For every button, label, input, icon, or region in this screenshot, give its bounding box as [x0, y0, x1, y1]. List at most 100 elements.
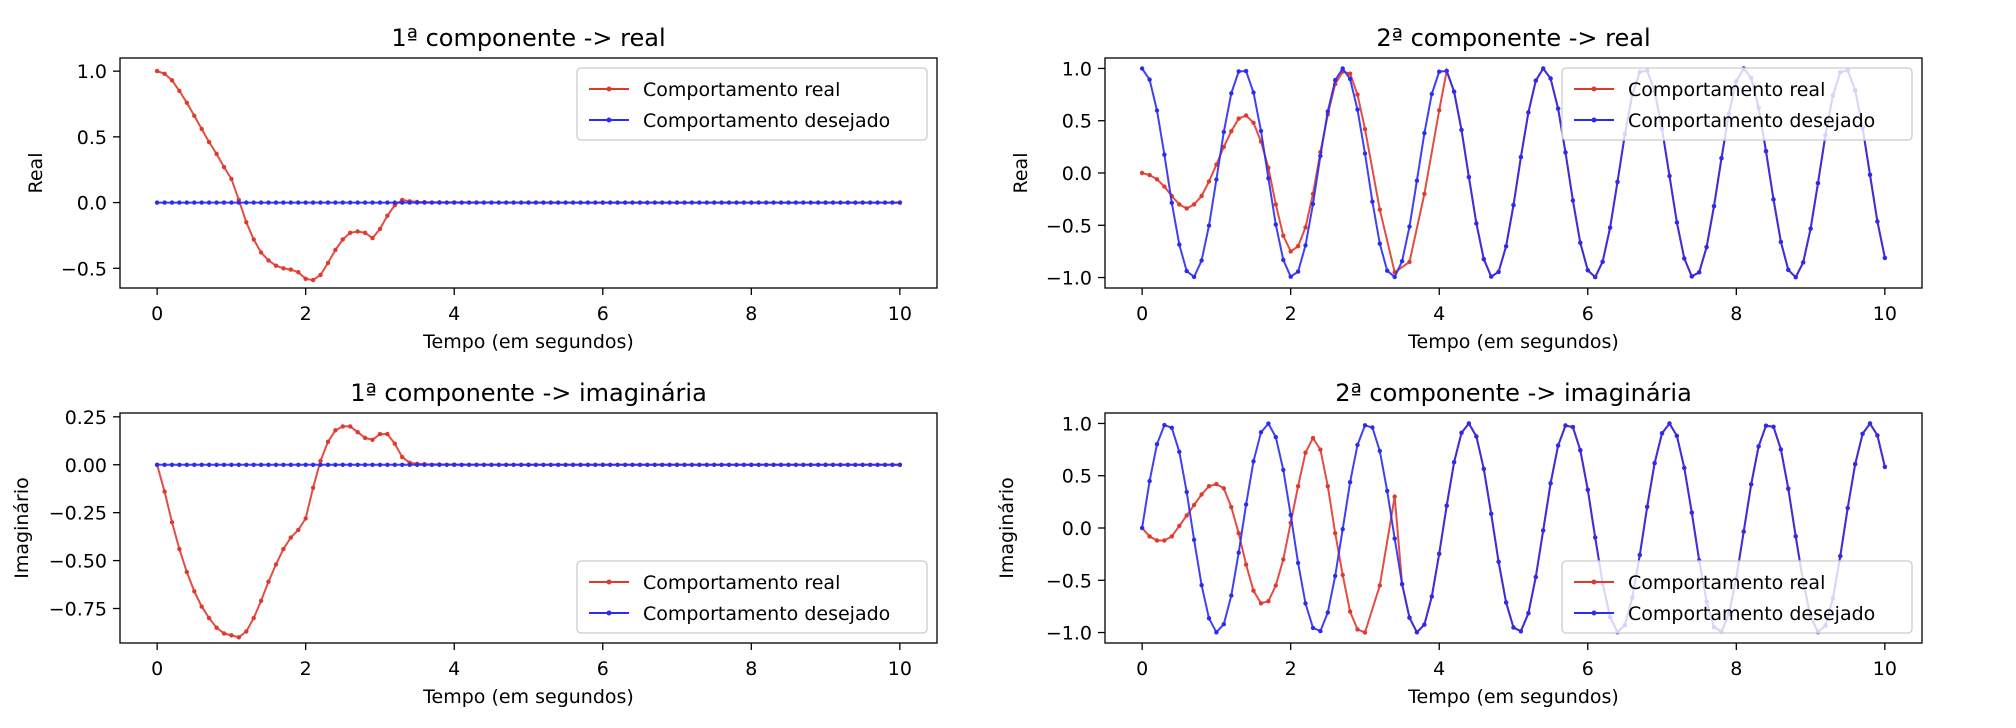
data-point [1251, 90, 1256, 95]
y-tick-label: 1.0 [1062, 58, 1092, 80]
data-point [1563, 423, 1568, 428]
data-point [637, 462, 643, 467]
data-point [1199, 258, 1204, 263]
data-point [578, 462, 583, 467]
data-point [1853, 461, 1858, 467]
data-point [541, 462, 546, 467]
data-point [437, 462, 442, 467]
data-point [273, 200, 279, 205]
y-tick-label: −0.50 [49, 551, 107, 573]
data-point [296, 200, 301, 205]
y-tick-label: 1.0 [1062, 413, 1092, 435]
data-point [504, 200, 509, 205]
data-point [1214, 162, 1219, 167]
legend: Comportamento real Comportamento desejado [1561, 560, 1913, 634]
data-point [184, 100, 189, 105]
data-point [1318, 153, 1323, 159]
data-point [1867, 172, 1873, 177]
chart-title: 2ª componente -> imaginária [1335, 379, 1692, 407]
data-point [838, 462, 843, 467]
data-point [370, 235, 375, 241]
legend-marker [606, 117, 612, 123]
data-point [622, 462, 628, 467]
x-axis-label: Tempo (em segundos) [1407, 686, 1619, 708]
data-point [1392, 536, 1397, 541]
data-point [496, 462, 501, 467]
data-point [504, 462, 509, 467]
data-point [1763, 423, 1769, 428]
data-point [1288, 249, 1293, 254]
data-point [169, 200, 175, 205]
x-tick-label: 4 [1433, 303, 1445, 325]
data-point [459, 462, 464, 467]
data-point [1875, 219, 1880, 224]
data-point [860, 200, 865, 205]
data-point [177, 546, 182, 552]
data-point [221, 631, 227, 636]
data-point [258, 598, 264, 603]
data-point [726, 462, 732, 467]
x-tick-label: 4 [1433, 658, 1445, 680]
data-point [318, 200, 323, 205]
data-point [1563, 150, 1568, 155]
data-point [1243, 562, 1249, 567]
data-point [1266, 176, 1271, 181]
x-tick-label: 8 [745, 303, 757, 325]
data-point [1496, 559, 1501, 564]
data-point [236, 462, 241, 467]
data-point [1206, 223, 1212, 228]
data-point [615, 462, 620, 467]
data-point [1377, 207, 1383, 212]
data-point [340, 424, 345, 429]
data-point [1370, 199, 1375, 204]
data-point [258, 200, 264, 205]
data-point [1214, 630, 1219, 635]
data-point [1682, 465, 1687, 471]
data-point [600, 462, 605, 467]
data-point [1474, 434, 1479, 439]
data-point [1377, 583, 1383, 588]
y-tick-label: 0.00 [65, 455, 107, 477]
data-point [1570, 424, 1576, 430]
data-point [1162, 152, 1167, 157]
data-point [541, 200, 546, 205]
data-point [1422, 191, 1427, 197]
data-point [362, 200, 368, 205]
data-point [756, 200, 761, 205]
data-point [489, 200, 494, 205]
x-tick-label: 0 [151, 303, 163, 325]
data-point [1637, 552, 1643, 558]
data-point [1667, 173, 1672, 179]
data-point [1362, 423, 1368, 428]
data-point [1689, 510, 1695, 515]
x-tick-label: 2 [300, 658, 312, 680]
y-tick-label: 0.5 [77, 127, 107, 149]
data-point [712, 462, 717, 467]
data-point [169, 462, 175, 467]
data-point [1533, 574, 1539, 580]
data-point [771, 462, 776, 467]
data-point [214, 200, 219, 205]
data-point [1199, 193, 1204, 199]
data-point [1845, 505, 1850, 511]
data-point [749, 462, 754, 467]
data-point [801, 200, 806, 205]
legend-label: Comportamento real [1628, 572, 1825, 594]
data-point [1749, 482, 1754, 487]
data-point [1652, 461, 1657, 466]
y-tick-label: −0.75 [49, 599, 107, 621]
data-point [1154, 538, 1160, 543]
data-point [756, 462, 761, 467]
data-point [1347, 609, 1353, 614]
data-point [1422, 622, 1427, 627]
x-tick-label: 0 [151, 658, 163, 680]
data-point [1689, 274, 1695, 279]
data-point [1392, 274, 1397, 280]
data-point [1281, 233, 1286, 238]
data-point [229, 462, 234, 467]
data-point [1236, 69, 1241, 74]
data-point [882, 462, 888, 467]
data-point [1659, 431, 1665, 436]
chart-title: 2ª componente -> real [1376, 24, 1650, 52]
data-point [1578, 240, 1583, 245]
